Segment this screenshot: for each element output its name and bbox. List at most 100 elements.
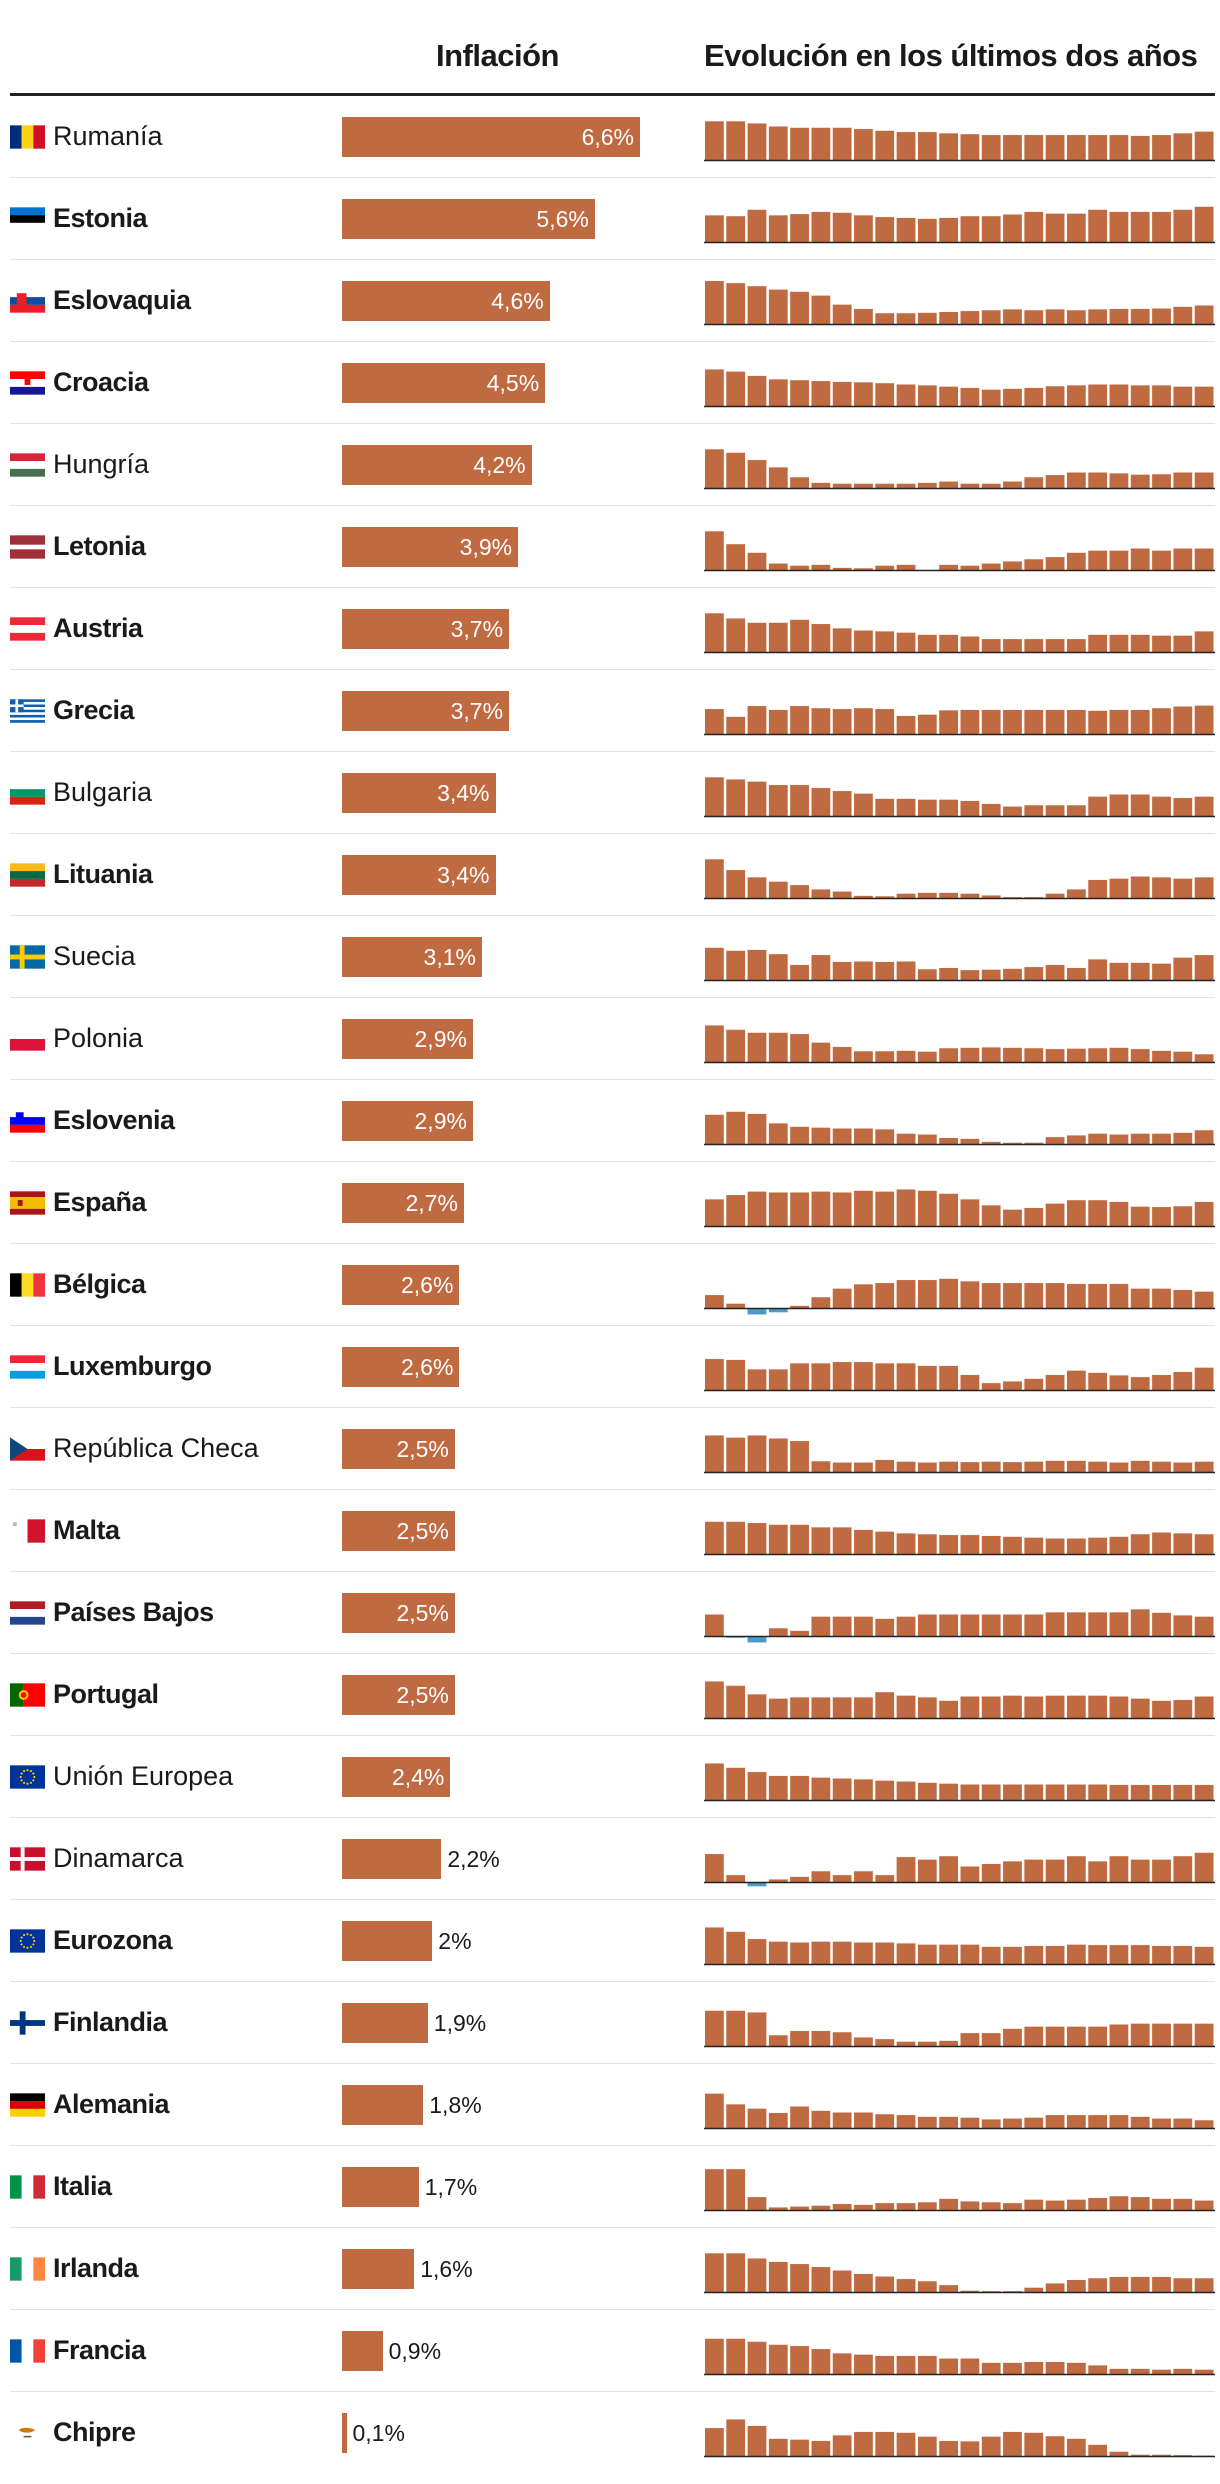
sparkline-bar	[768, 2112, 788, 2128]
sparkline-bar	[811, 2110, 831, 2128]
sparkline-bar	[1088, 634, 1108, 652]
sparkline-bar	[939, 710, 958, 734]
sparkline-bar	[790, 1942, 809, 1964]
sparkline-bar	[1109, 1134, 1129, 1144]
sparkline-bar	[1088, 209, 1108, 242]
evolution-sparkline	[704, 613, 1215, 654]
sparkline-bar	[875, 961, 895, 980]
inflation-value-label: 3,1%	[423, 944, 476, 970]
sparkline-bar	[1109, 709, 1129, 734]
inflation-bar	[342, 773, 496, 813]
sparkline-bar	[1066, 1695, 1086, 1718]
sparkline-bar	[896, 961, 916, 980]
sparkline-bar	[1088, 1372, 1108, 1390]
country-name: Lituania	[53, 859, 153, 889]
sparkline-bar	[854, 483, 873, 488]
inflation-value-label: 0,1%	[352, 2420, 405, 2446]
sparkline-bar	[811, 1616, 831, 1636]
inflation-bar	[342, 1429, 455, 1469]
sparkline-bar	[981, 2202, 1001, 2210]
sparkline-bar	[896, 1363, 916, 1390]
sparkline-bar	[939, 1700, 958, 1718]
sparkline-bar	[1003, 388, 1022, 406]
sparkline-bar	[896, 2432, 916, 2456]
sparkline-bar	[896, 483, 916, 488]
sparkline-bar	[854, 895, 873, 898]
sparkline-bar	[768, 379, 788, 406]
sparkline-bar	[705, 1521, 724, 1554]
sparkline-bar	[1003, 2362, 1022, 2374]
sparkline-bar	[726, 2338, 746, 2374]
row-eslovaquia: Eslovaquia 4,6%	[0, 260, 1220, 342]
inflation-bar	[342, 2249, 415, 2289]
evolution-sparkline	[704, 531, 1215, 572]
sparkline-bar	[981, 563, 1001, 570]
row-francia: Francia 0,9%	[0, 2310, 1220, 2392]
sparkline-bar	[790, 214, 809, 242]
sparkline-bar	[917, 385, 937, 406]
france-flag-icon	[10, 2339, 45, 2363]
sparkline-bar	[1152, 2118, 1171, 2128]
sparkline-bar	[768, 215, 788, 242]
sparkline-bar	[1152, 1612, 1171, 1636]
sparkline-bar	[854, 2431, 873, 2456]
row-italia: Italia 1,7%	[0, 2146, 1220, 2228]
sparkline-bar	[1024, 211, 1044, 242]
sparkline-bar	[1130, 794, 1150, 816]
sparkline-bar	[705, 121, 724, 160]
sparkline-bar	[811, 624, 831, 652]
sparkline-bar	[854, 630, 873, 652]
inflation-value-label: 2,5%	[396, 1600, 449, 1626]
sparkline-bar	[705, 369, 724, 406]
sparkline-bar	[1194, 1461, 1214, 1472]
sparkline-bar	[1024, 135, 1044, 160]
sparkline-bar	[1109, 1784, 1129, 1800]
sparkline-bar	[1024, 1614, 1044, 1636]
sparkline-bar	[854, 2112, 873, 2128]
sparkline-bar	[896, 1133, 916, 1144]
sparkline-bar	[1024, 1048, 1044, 1062]
sparkline-bar	[1045, 2436, 1065, 2456]
sparkline-bar	[981, 2291, 1001, 2292]
sparkline-bar	[1003, 2118, 1022, 2128]
sparkline-bar	[1194, 131, 1214, 160]
sparkline-bar	[1130, 2368, 1150, 2374]
sparkline-bar	[960, 1696, 980, 1718]
sparkline-bar	[1152, 1859, 1171, 1882]
inflation-bar	[342, 281, 550, 321]
sparkline-bar	[1173, 209, 1193, 242]
sparkline-bar	[1045, 557, 1065, 570]
sparkline-bar	[1045, 475, 1065, 488]
sparkline-bar	[1152, 308, 1171, 324]
sparkline-bar	[705, 1295, 724, 1308]
sparkline-bar	[790, 2439, 809, 2456]
sparkline-bar	[726, 2253, 746, 2292]
sparkline-bar	[1003, 1784, 1022, 1800]
country-name: Grecia	[53, 695, 135, 725]
sparkline-bar	[1109, 1283, 1129, 1308]
sparkline-bar	[768, 1438, 788, 1472]
row-rumania: Rumanía 6,6%	[0, 96, 1220, 178]
sparkline-bar	[939, 217, 958, 242]
sparkline-bar	[1066, 1612, 1086, 1636]
sparkline-bar	[960, 1784, 980, 1800]
sparkline-bar	[875, 1191, 895, 1226]
row-divider	[10, 997, 1215, 998]
sparkline-bar	[790, 2206, 809, 2210]
sparkline-bar	[1045, 2026, 1065, 2046]
country-name: Alemania	[53, 2089, 170, 2119]
sparkline-bar	[832, 304, 852, 324]
sparkline-bar	[896, 564, 916, 570]
sparkline-bar	[939, 2040, 958, 2046]
sparkline-bar	[1173, 548, 1193, 570]
sparkline-bar	[705, 859, 724, 898]
inflation-bar	[342, 1101, 473, 1141]
sparkline-bar	[747, 877, 767, 898]
evolution-sparkline	[704, 1189, 1215, 1228]
row-portugal: Portugal 2,5%	[0, 1654, 1220, 1736]
sparkline-bar	[790, 1192, 809, 1226]
sparkline-bar	[747, 1523, 767, 1554]
country-name: Dinamarca	[53, 1843, 184, 1873]
inflation-value-label: 1,9%	[433, 2010, 487, 2036]
sparkline-bar	[747, 2341, 767, 2374]
